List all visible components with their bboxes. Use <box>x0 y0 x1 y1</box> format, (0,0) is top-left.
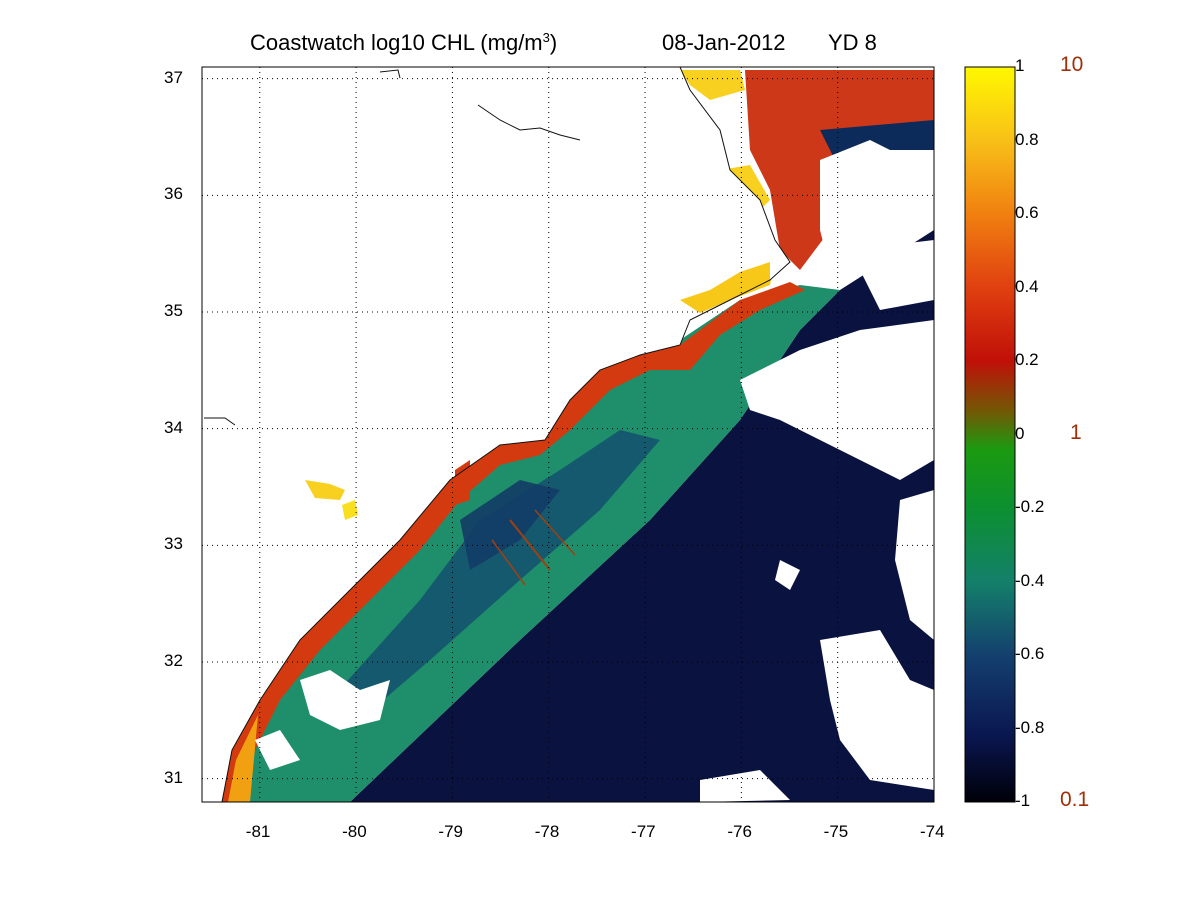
lon-tick-label: -77 <box>631 822 656 841</box>
colorbar-tick-label: -0.2 <box>1015 497 1045 516</box>
lat-tick-label: 37 <box>164 67 183 87</box>
colorbar-tick-label: 0.6 <box>1015 203 1039 222</box>
chlorophyll-field <box>202 67 934 802</box>
colorbar-tick-label: 0.4 <box>1015 276 1039 296</box>
colorbar-tick-label: -0.8 <box>1015 717 1045 737</box>
lat-tick-label: 31 <box>164 767 183 787</box>
lat-tick-label: 36 <box>164 184 183 204</box>
colorbar-linear-label: 10 <box>1060 53 1084 76</box>
colorbar-tick-label: 0 <box>1015 423 1025 443</box>
colorbar-linear-label: 0.1 <box>1060 788 1090 811</box>
colorbar <box>964 66 1016 803</box>
lon-tick-label: -76 <box>727 822 752 841</box>
colorbar-tick-label: -0.4 <box>1015 570 1045 590</box>
colorbar-tick-label: 0.2 <box>1015 350 1039 369</box>
title-yearday: YD 8 <box>828 30 877 55</box>
map-title: Coastwatch log10 CHL (mg/m3) 08-Jan-2012… <box>250 30 877 56</box>
map-frame <box>201 66 935 803</box>
lon-tick-label: -79 <box>438 822 463 841</box>
title-product: Coastwatch log10 CHL (mg/m3) <box>250 30 558 56</box>
lat-tick-label: 35 <box>164 301 183 320</box>
lon-tick-label: -74 <box>920 822 945 841</box>
lon-tick-label: -80 <box>342 822 367 841</box>
colorbar-linear-label: 1 <box>1070 421 1082 444</box>
lon-tick-label: -81 <box>245 822 271 841</box>
lon-tick-label: -75 <box>823 822 849 841</box>
colorbar-tick-label: -1 <box>1015 791 1031 810</box>
colorbar-tick-label: -0.6 <box>1015 644 1045 663</box>
colorbar-tick-label: 0.8 <box>1015 129 1039 149</box>
map-grid <box>202 67 935 802</box>
lat-tick-label: 32 <box>164 651 183 670</box>
lat-tick-label: 34 <box>164 417 183 437</box>
lat-tick-label: 33 <box>164 534 183 554</box>
colorbar-tick-label: 1 <box>1015 56 1025 75</box>
lon-tick-label: -78 <box>534 822 560 841</box>
title-date: 08-Jan-2012 <box>662 30 786 55</box>
